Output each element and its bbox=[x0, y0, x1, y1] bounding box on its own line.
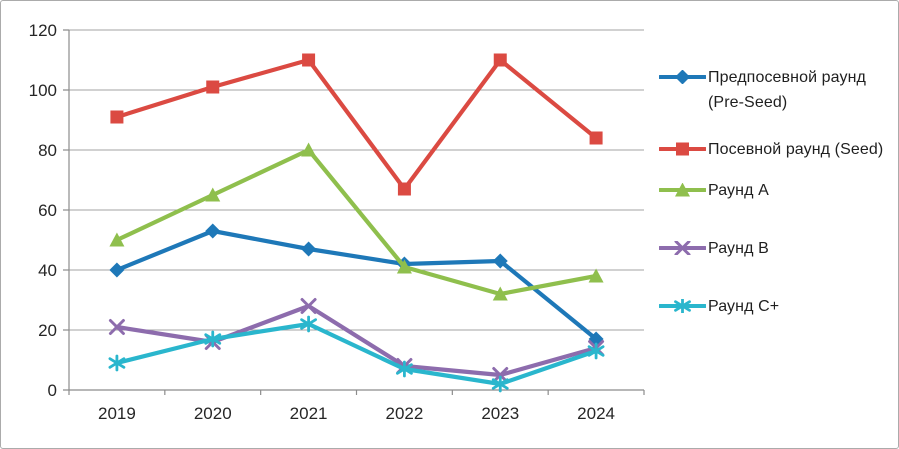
svg-text:120: 120 bbox=[29, 21, 57, 40]
svg-text:80: 80 bbox=[38, 141, 57, 160]
legend-marker-round-b-icon bbox=[659, 241, 706, 255]
svg-text:100: 100 bbox=[29, 81, 57, 100]
legend-marker-seed-icon bbox=[659, 142, 706, 156]
legend-item-round-a: Раунд A bbox=[659, 178, 891, 203]
svg-text:2024: 2024 bbox=[577, 404, 615, 423]
legend-label-round-a: Раунд A bbox=[708, 182, 769, 199]
svg-text:20: 20 bbox=[38, 321, 57, 340]
series-4 bbox=[108, 315, 605, 393]
legend-label-round-c: Раунд C+ bbox=[708, 298, 780, 315]
legend-item-round-c: Раунд C+ bbox=[659, 294, 891, 319]
legend-marker-pre-seed-icon bbox=[659, 70, 706, 84]
svg-text:2023: 2023 bbox=[481, 404, 519, 423]
axes bbox=[63, 29, 645, 395]
series-0 bbox=[109, 223, 604, 347]
legend-item-seed: Посевной раунд (Seed) bbox=[659, 137, 891, 162]
legend-item-round-b: Раунд B bbox=[659, 236, 891, 261]
svg-text:2022: 2022 bbox=[386, 404, 424, 423]
series-3 bbox=[108, 298, 605, 383]
series-1 bbox=[110, 53, 603, 196]
y-axis-labels: 0 20 40 60 80 100 120 bbox=[29, 21, 57, 400]
svg-text:60: 60 bbox=[38, 201, 57, 220]
svg-text:2021: 2021 bbox=[290, 404, 328, 423]
series-2 bbox=[109, 142, 604, 301]
line-chart-plot-area: 0 20 40 60 80 100 120 2019 2020 2021 2022 2023 2024 bbox=[29, 21, 645, 423]
x-axis-labels: 2019 2020 2021 2022 2023 2024 bbox=[98, 404, 615, 423]
legend-label-round-b: Раунд B bbox=[708, 240, 769, 257]
legend-label-seed: Посевной раунд (Seed) bbox=[708, 141, 884, 158]
chart-legend: Предпосевной раунд (Pre-Seed) Посевной р… bbox=[659, 65, 891, 319]
svg-text:2020: 2020 bbox=[194, 404, 232, 423]
svg-text:0: 0 bbox=[48, 381, 57, 400]
legend-marker-round-c-icon bbox=[659, 299, 706, 313]
legend-label-pre-seed: Предпосевной раунд (Pre-Seed) bbox=[708, 69, 866, 111]
svg-text:2019: 2019 bbox=[98, 404, 136, 423]
legend-item-pre-seed: Предпосевной раунд (Pre-Seed) bbox=[659, 65, 891, 115]
legend-marker-round-a-icon bbox=[659, 183, 706, 197]
svg-text:40: 40 bbox=[38, 261, 57, 280]
